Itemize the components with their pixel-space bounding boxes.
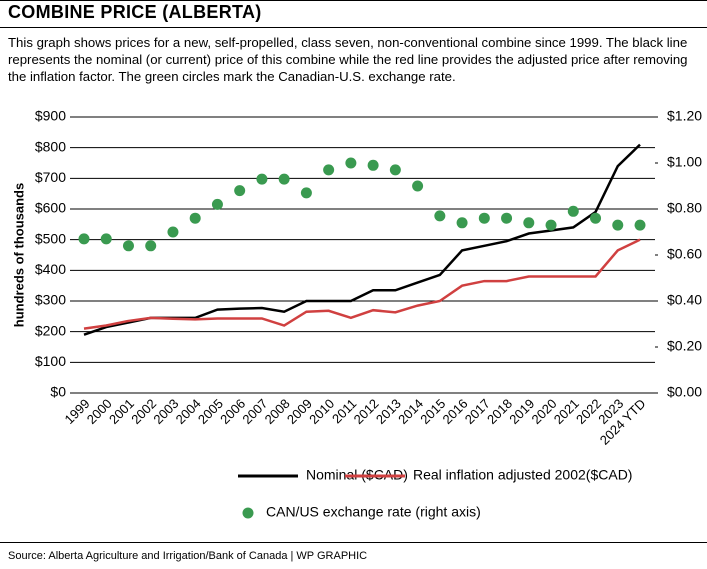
exchange-dot [345,157,357,169]
y-tick-label: $100 [35,353,66,369]
chart-subtitle: This graph shows prices for a new, self-… [8,35,688,84]
y2-tick-label: $0.80 [667,200,702,216]
exchange-dot [434,210,446,222]
legend-swatch [242,507,254,519]
exchange-dot [100,233,112,245]
y-tick-label: $900 [35,108,66,124]
y-tick-label: $200 [35,322,66,338]
exchange-dot [122,240,134,252]
exchange-dot [300,187,312,199]
exchange-dot [211,198,223,210]
exchange-dot [278,173,290,185]
exchange-dot [145,240,157,252]
exchange-dot [78,233,90,245]
exchange-dot [501,212,513,224]
exchange-dot [189,212,201,224]
source-rule [0,542,707,543]
y-tick-label: $0 [50,384,66,400]
y-tick-label: $500 [35,230,66,246]
exchange-dot [634,219,646,231]
exchange-dot [367,159,379,171]
y-tick-label: $300 [35,292,66,308]
legend-label: Real inflation adjusted 2002($CAD) [413,467,632,483]
y2-tick-label: $0.60 [667,246,702,262]
exchange-dot [523,217,535,229]
series-line [83,238,641,330]
source: Source: Alberta Agriculture and Irrigati… [8,550,368,562]
exchange-dot [323,164,335,176]
title-rule [0,27,707,28]
legend-label: CAN/US exchange rate (right axis) [266,504,481,520]
exchange-dot [567,205,579,217]
y-tick-label: $400 [35,261,66,277]
exchange-dot [167,226,179,238]
y2-tick-label: $1.00 [667,154,702,170]
exchange-dot [389,164,401,176]
y2-tick-label: $1.20 [667,108,702,124]
y-tick-label: $700 [35,169,66,185]
chart-title: COMBINE PRICE (ALBERTA) [8,2,262,22]
exchange-dot [456,217,468,229]
exchange-dot [545,219,557,231]
exchange-dot [234,185,246,197]
exchange-dot [256,173,268,185]
y2-tick-label: $0.20 [667,338,702,354]
y2-tick-label: $0.00 [667,384,702,400]
top-rule [0,0,707,1]
y-tick-label: $800 [35,138,66,154]
y-tick-label: $600 [35,200,66,216]
y2-tick-label: $0.40 [667,292,702,308]
exchange-dot [590,212,602,224]
exchange-dot [612,219,624,231]
exchange-dot [412,180,424,192]
y-axis-label: hundreds of thousands [11,183,26,327]
exchange-dot [478,212,490,224]
